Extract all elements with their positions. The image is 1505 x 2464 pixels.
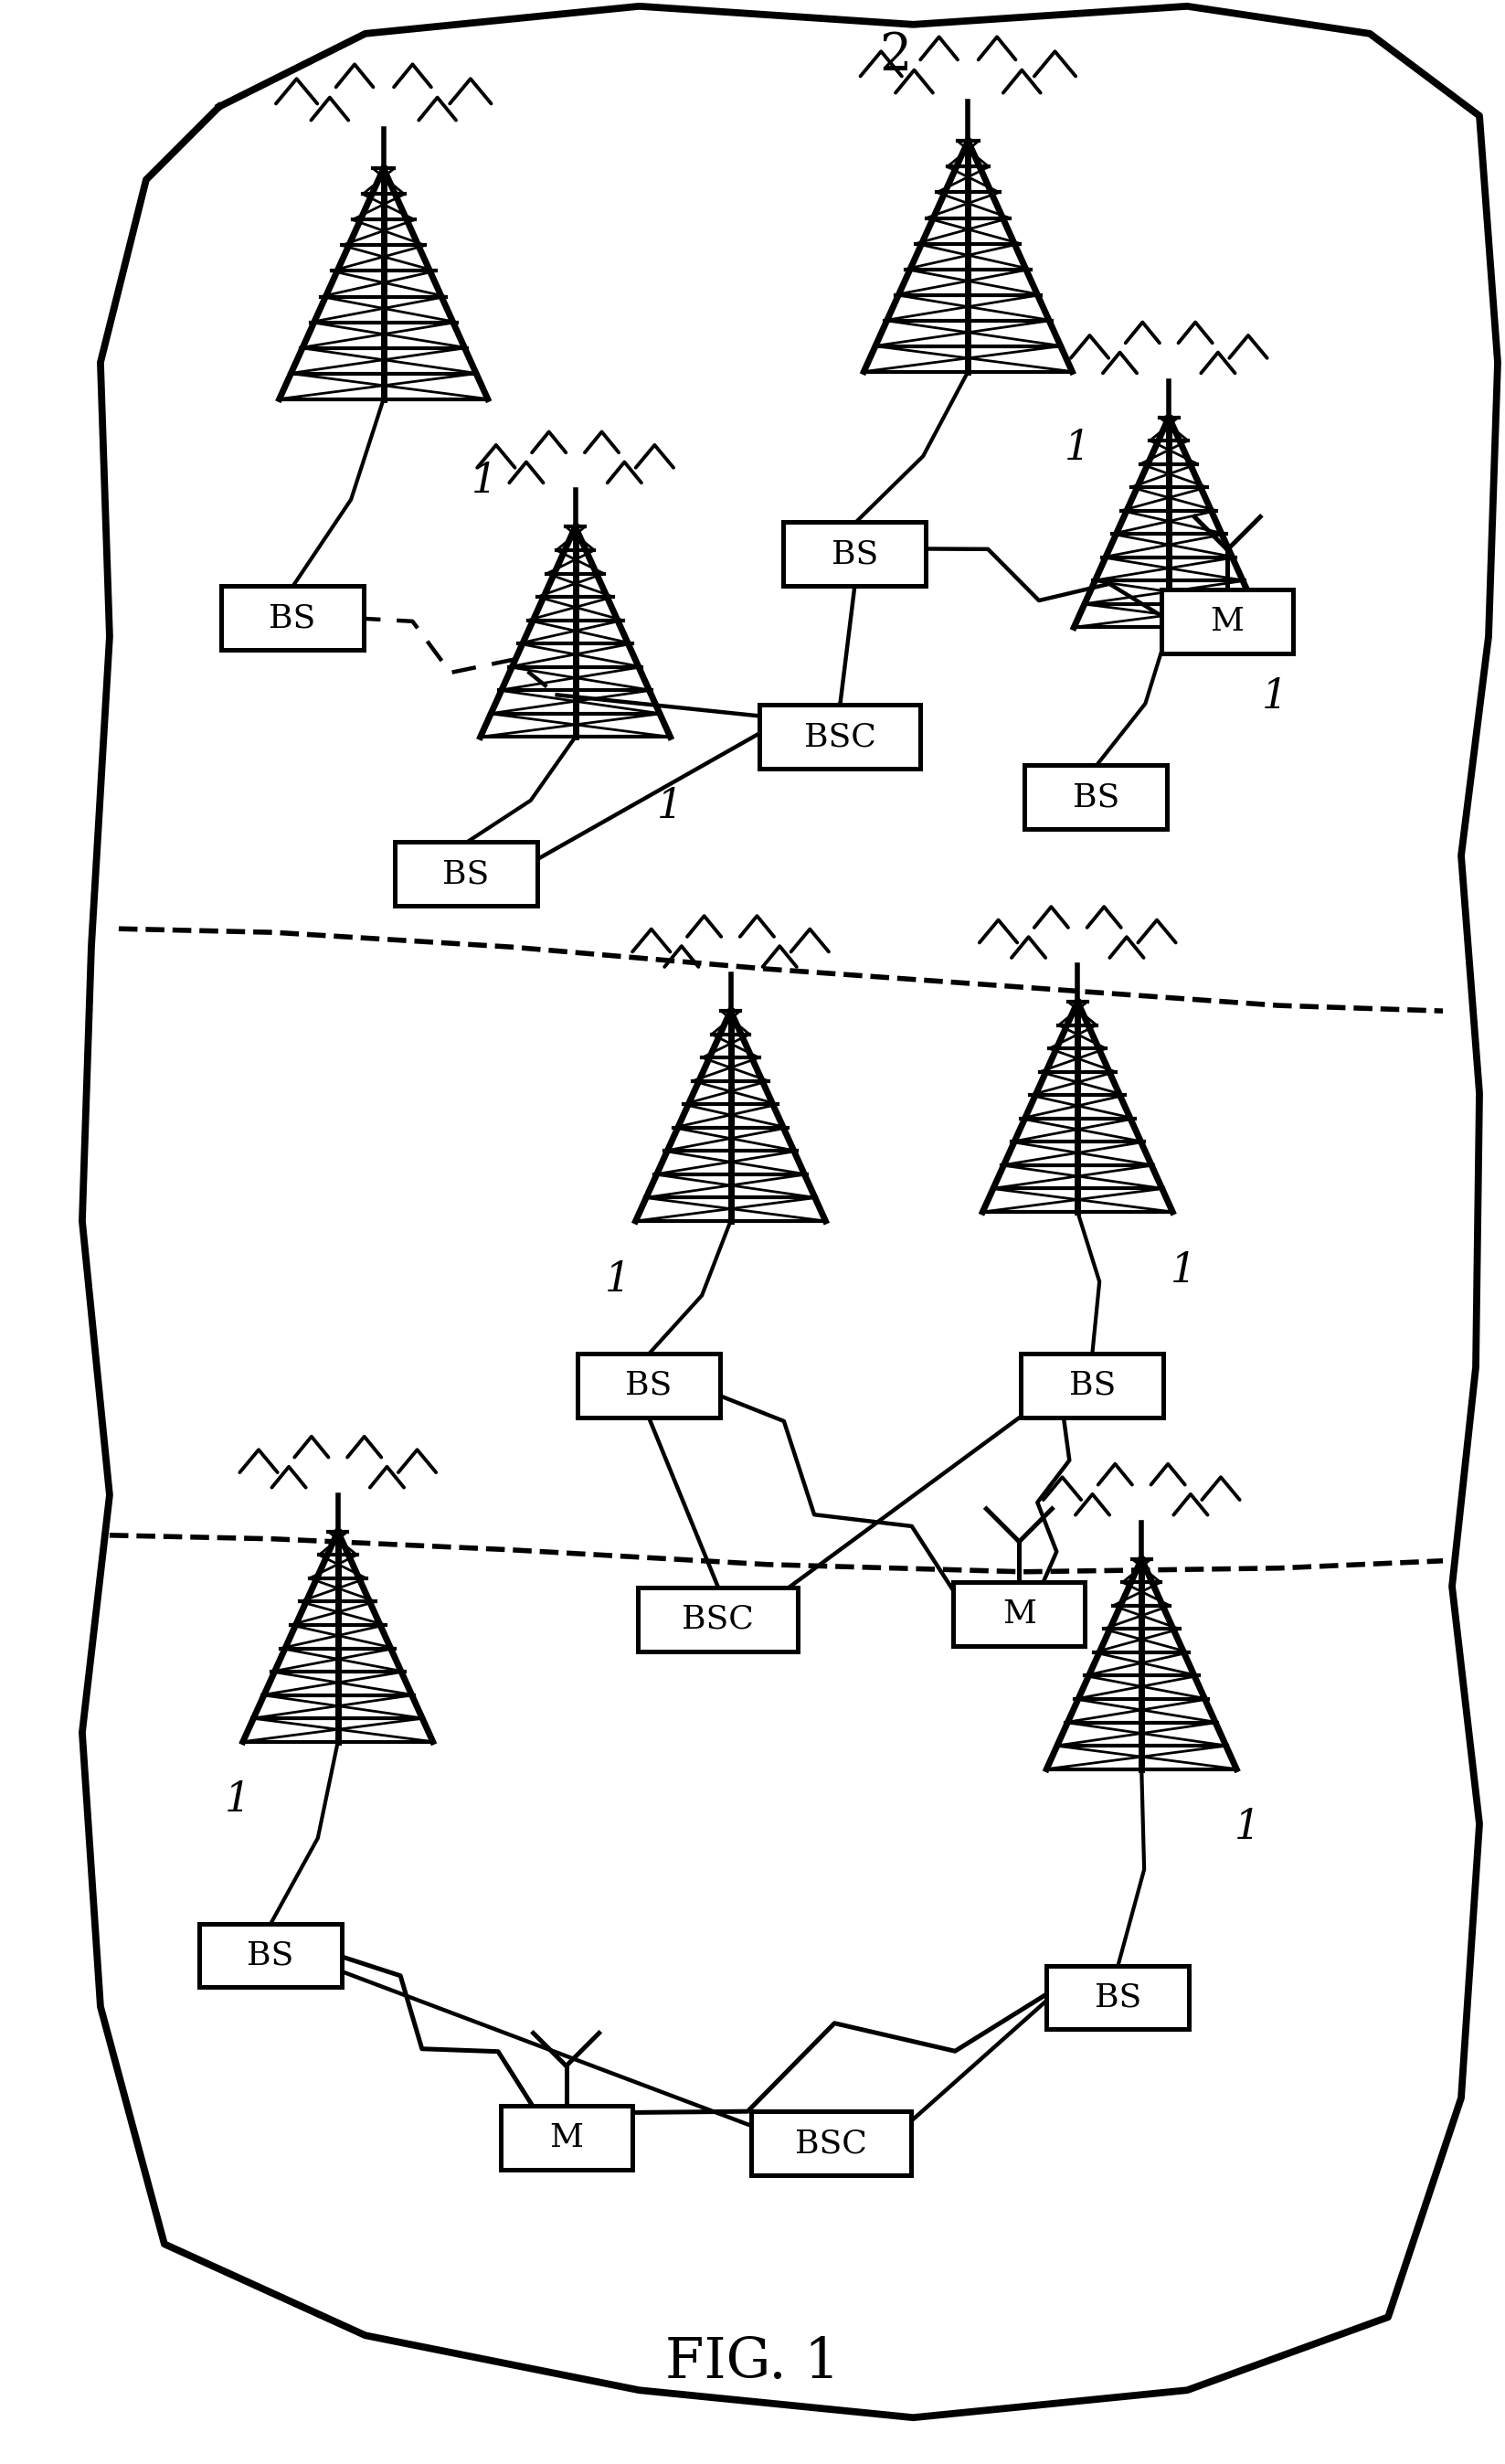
Text: BS: BS — [625, 1370, 671, 1402]
Text: 1: 1 — [224, 1781, 250, 1821]
Text: M: M — [1210, 606, 1245, 638]
Text: BSC: BSC — [682, 1604, 754, 1634]
Text: FIG. 1: FIG. 1 — [665, 2336, 840, 2390]
FancyBboxPatch shape — [501, 2107, 632, 2171]
Text: 1: 1 — [658, 786, 683, 825]
Text: 1: 1 — [1171, 1252, 1196, 1291]
FancyBboxPatch shape — [953, 1582, 1085, 1646]
Text: BS: BS — [269, 604, 316, 633]
Text: BSC: BSC — [795, 2129, 867, 2158]
Text: M: M — [549, 2122, 582, 2154]
Text: BS: BS — [831, 540, 879, 569]
Text: BS: BS — [1069, 1370, 1115, 1402]
FancyBboxPatch shape — [394, 843, 537, 907]
Text: 1: 1 — [471, 461, 497, 500]
FancyBboxPatch shape — [221, 586, 364, 650]
Text: BS: BS — [247, 1939, 293, 1971]
FancyBboxPatch shape — [1025, 766, 1166, 830]
FancyBboxPatch shape — [1046, 1966, 1189, 2030]
FancyBboxPatch shape — [751, 2112, 912, 2176]
FancyBboxPatch shape — [1020, 1353, 1163, 1417]
Text: 1: 1 — [1064, 429, 1091, 468]
Text: 1: 1 — [1261, 678, 1288, 717]
FancyBboxPatch shape — [576, 1353, 719, 1417]
FancyBboxPatch shape — [784, 522, 926, 586]
Text: 1: 1 — [605, 1259, 631, 1299]
Text: 2: 2 — [879, 30, 911, 81]
Text: BSC: BSC — [804, 722, 876, 752]
FancyBboxPatch shape — [760, 705, 921, 769]
FancyBboxPatch shape — [638, 1587, 798, 1651]
Text: BS: BS — [442, 857, 489, 890]
Text: BS: BS — [1073, 781, 1120, 813]
Text: M: M — [1002, 1599, 1035, 1629]
FancyBboxPatch shape — [1162, 589, 1293, 653]
Text: BS: BS — [1094, 1981, 1141, 2013]
FancyBboxPatch shape — [199, 1924, 342, 1988]
Text: 1: 1 — [1234, 1809, 1260, 1848]
